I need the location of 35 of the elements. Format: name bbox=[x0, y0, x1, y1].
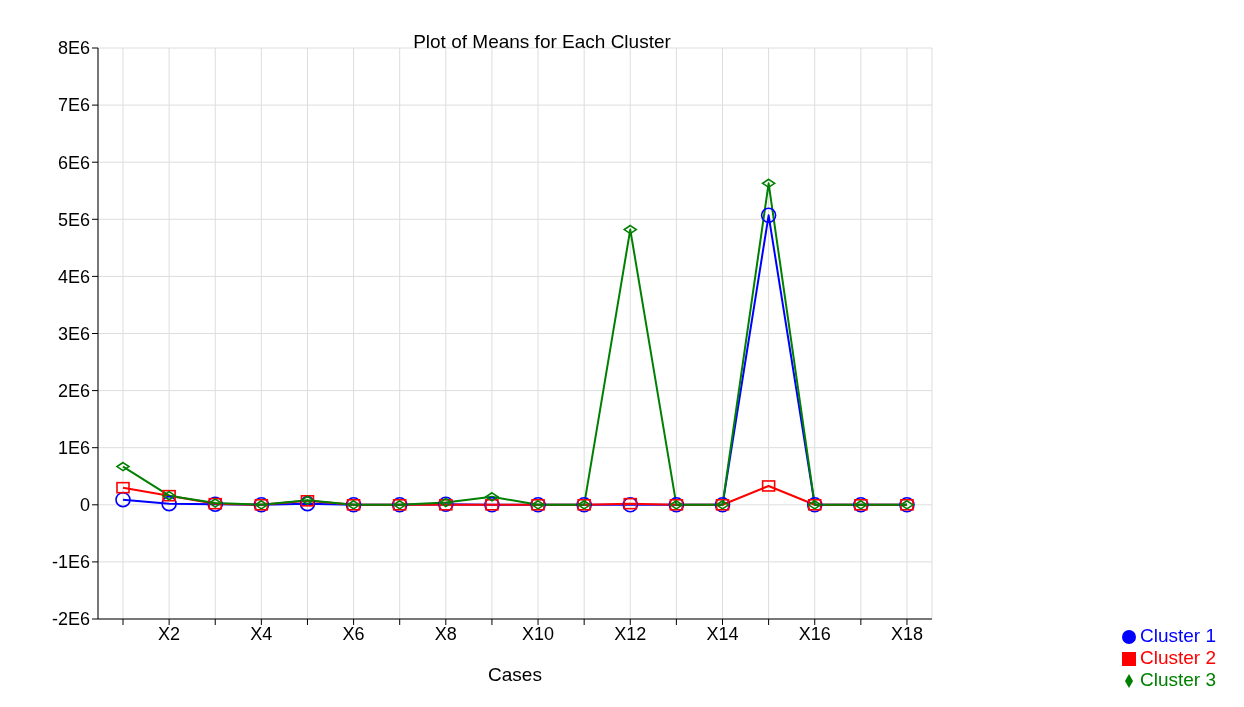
point bbox=[761, 178, 776, 189]
point bbox=[299, 495, 316, 512]
y-tick-label: -1E6 bbox=[51, 552, 90, 573]
y-tick-label: 7E6 bbox=[57, 95, 90, 116]
point bbox=[485, 492, 499, 502]
legend-label: Cluster 1 bbox=[1139, 625, 1216, 646]
point bbox=[761, 480, 776, 492]
x-tick-label: X10 bbox=[522, 623, 555, 644]
point bbox=[115, 491, 131, 508]
y-tick-label: -2E6 bbox=[51, 609, 90, 630]
y-tick-label: 1E6 bbox=[57, 438, 90, 459]
x-axis-title: Cases bbox=[488, 664, 542, 685]
point bbox=[116, 481, 130, 494]
point bbox=[760, 207, 777, 224]
y-tick-label: 5E6 bbox=[57, 209, 90, 230]
x-tick-label: X14 bbox=[706, 623, 739, 644]
chart-title: Plot of Means for Each Cluster bbox=[413, 31, 672, 52]
point bbox=[161, 495, 177, 512]
x-tick-label: X4 bbox=[250, 623, 273, 644]
point bbox=[116, 461, 130, 472]
legend-label: Cluster 3 bbox=[1139, 669, 1216, 690]
x-tick-label: X8 bbox=[434, 623, 457, 644]
y-tick-label: 2E6 bbox=[57, 380, 90, 401]
legend-label: Cluster 2 bbox=[1139, 647, 1216, 668]
y-tick-label: 8E6 bbox=[57, 38, 90, 59]
x-tick-label: X16 bbox=[798, 623, 831, 644]
y-tick-label: 0 bbox=[79, 495, 90, 516]
x-tick-label: X12 bbox=[614, 623, 647, 644]
x-tick-label: X2 bbox=[158, 623, 181, 644]
y-tick-label: 4E6 bbox=[57, 266, 90, 287]
y-tick-label: 6E6 bbox=[57, 152, 90, 173]
y-tick-label: 3E6 bbox=[57, 323, 90, 344]
x-tick-label: X18 bbox=[890, 623, 923, 644]
x-tick-label: X6 bbox=[342, 623, 365, 644]
point bbox=[623, 224, 638, 235]
